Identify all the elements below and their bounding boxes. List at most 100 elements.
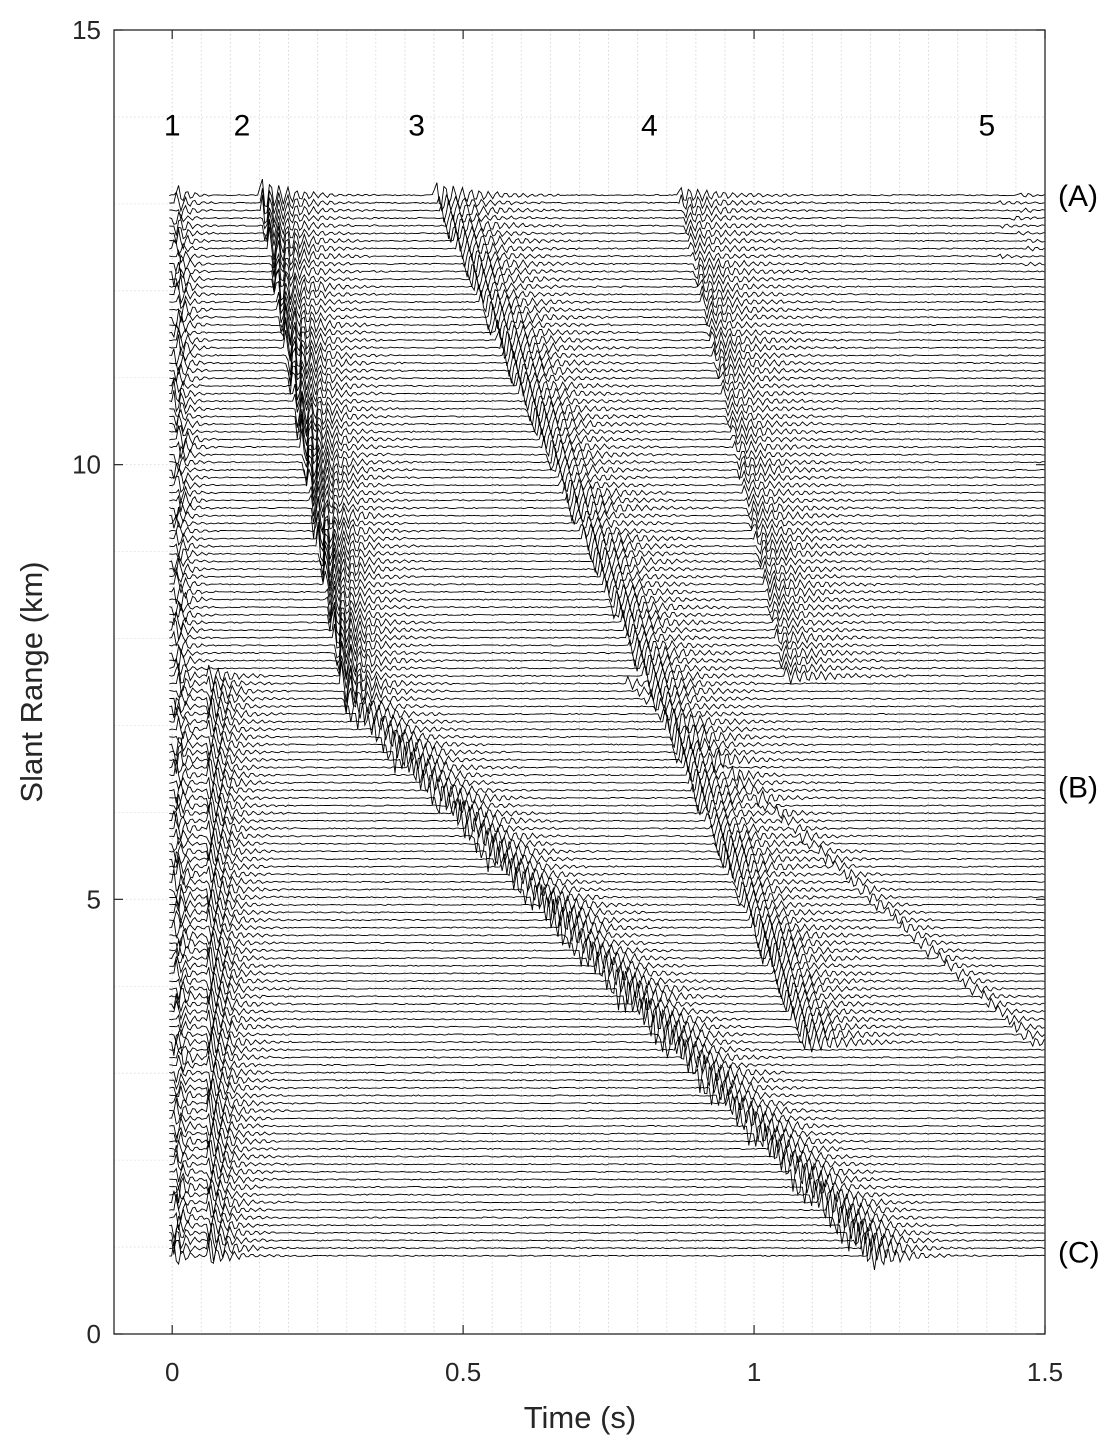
y-tick-label: 15 — [72, 15, 101, 45]
seismic-trace — [169, 511, 1045, 547]
seismic-trace — [169, 777, 1045, 806]
seismic-trace — [169, 1019, 1045, 1053]
seismic-trace — [169, 751, 1045, 782]
seismic-trace — [169, 941, 1045, 975]
seismic-trace — [169, 580, 1045, 606]
seismic-trace — [169, 700, 1045, 730]
seismic-trace — [169, 785, 1045, 815]
seismic-trace — [169, 1222, 1045, 1256]
seismic-trace — [169, 1134, 1045, 1160]
seismic-trace — [169, 675, 1045, 712]
seismic-trace — [169, 937, 1045, 967]
seismic-trace — [169, 397, 1045, 439]
seismic-trace — [169, 510, 1045, 536]
seismic-trace — [169, 317, 1045, 346]
seismic-trace — [169, 759, 1045, 790]
site-label: (C) — [1058, 1236, 1100, 1269]
seismic-trace — [169, 1164, 1045, 1196]
seismic-trace — [169, 318, 1045, 358]
y-tick-label: 5 — [87, 884, 101, 914]
seismic-trace — [169, 661, 1045, 689]
seismic-trace — [169, 812, 1045, 842]
seismic-trace — [169, 769, 1045, 798]
seismic-trace — [169, 267, 1045, 293]
seismic-trace — [169, 829, 1045, 859]
seismic-trace — [169, 911, 1045, 946]
seismic-trace — [169, 660, 1045, 703]
arrival-label: 3 — [408, 110, 425, 143]
seismic-trace — [169, 413, 1045, 446]
seismic-trace — [169, 979, 1045, 1013]
x-tick-label: 1 — [747, 1357, 761, 1387]
seismic-trace — [169, 443, 1045, 468]
seismic-trace — [169, 1011, 1045, 1045]
seismic-trace — [169, 792, 1045, 817]
seismic-trace — [169, 340, 1045, 376]
arrival-label: 5 — [978, 110, 995, 143]
seismic-trace — [169, 640, 1045, 667]
seismic-trace — [169, 1102, 1045, 1133]
seismic-trace — [169, 207, 1045, 230]
x-tick-label: 0.5 — [445, 1357, 481, 1387]
seismic-trace — [169, 1122, 1045, 1148]
seismic-trace — [169, 1073, 1045, 1106]
seismic-trace — [169, 1155, 1045, 1192]
annotations: 1 2 3 4 5 (A) (B) (C) — [164, 110, 1100, 1270]
seismic-trace — [169, 876, 1045, 905]
seismic-trace — [169, 968, 1045, 995]
seismic-trace — [169, 391, 1045, 428]
seismic-trace — [169, 539, 1045, 567]
seismic-trace — [169, 268, 1045, 301]
y-tick-label: 0 — [87, 1319, 101, 1349]
seismic-trace — [169, 642, 1045, 677]
seismic-trace — [169, 1053, 1045, 1076]
seismic-trace — [169, 692, 1045, 723]
arrival-label: 2 — [234, 110, 251, 143]
seismic-trace — [169, 1054, 1045, 1093]
seismic-trace — [169, 570, 1045, 598]
seismic-trace — [169, 379, 1045, 408]
seismic-trace — [169, 454, 1045, 487]
seismic-trace — [169, 330, 1045, 362]
seismic-trace — [169, 611, 1045, 645]
seismic-trace — [169, 930, 1045, 957]
seismic-trace — [169, 858, 1045, 890]
seismic-trace — [169, 990, 1045, 1015]
seismic-trace — [169, 447, 1045, 481]
seismic-trace — [169, 460, 1045, 494]
seismic-trace — [169, 1180, 1045, 1219]
seismic-trace — [169, 823, 1045, 853]
seismic-trace — [169, 240, 1045, 276]
seismic-trace — [169, 371, 1045, 401]
seismic-trace — [169, 1205, 1045, 1235]
seismic-trace — [169, 729, 1045, 761]
seismic-trace — [169, 1208, 1045, 1244]
seismic-trace — [169, 1123, 1045, 1158]
seismic-trace — [169, 346, 1045, 383]
seismic-trace — [169, 1083, 1045, 1106]
seismic-trace — [169, 280, 1045, 308]
seismic-trace — [169, 997, 1045, 1037]
seismic-trace — [169, 480, 1045, 507]
seismic-trace — [169, 219, 1045, 246]
seismic-trace — [169, 1028, 1045, 1058]
seismic-trace — [169, 194, 1045, 225]
seismic-trace — [169, 1108, 1045, 1146]
seismic-trace — [169, 409, 1045, 437]
x-tick-label: 0 — [165, 1357, 179, 1387]
seismic-trace — [169, 226, 1045, 269]
seismic-trace — [169, 178, 1045, 208]
seismic-trace — [169, 296, 1045, 324]
seismic-trace — [169, 835, 1045, 873]
seismic-trace — [169, 970, 1045, 1011]
seismic-trace — [169, 846, 1045, 871]
seismic-trace — [169, 1180, 1045, 1208]
seismic-trace — [169, 417, 1045, 457]
seismic-trace — [169, 922, 1045, 949]
seismic-trace — [169, 1152, 1045, 1176]
seismic-trace — [169, 428, 1045, 462]
seismic-trace — [169, 365, 1045, 395]
seismic-trace — [169, 521, 1045, 553]
seismic-trace — [169, 799, 1045, 839]
arrival-label: 1 — [164, 110, 181, 143]
